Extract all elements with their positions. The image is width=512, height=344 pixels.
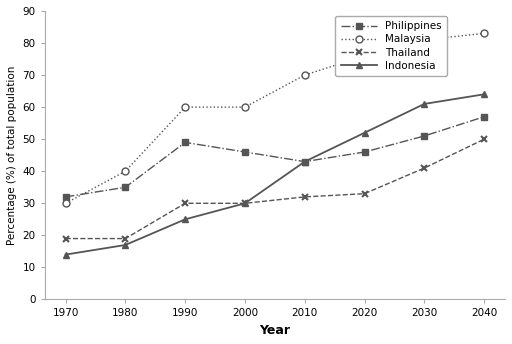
Philippines — [361, 150, 368, 154]
Malaysia — [421, 38, 428, 42]
Line: Indonesia: Indonesia — [62, 91, 487, 258]
Malaysia — [182, 105, 188, 109]
Thailand — [242, 201, 248, 205]
Malaysia — [302, 73, 308, 77]
Philippines — [421, 134, 428, 138]
Indonesia — [62, 252, 69, 257]
Indonesia — [242, 201, 248, 205]
Philippines — [481, 115, 487, 119]
Malaysia — [361, 54, 368, 58]
Philippines — [122, 185, 129, 189]
Indonesia — [421, 102, 428, 106]
Thailand — [182, 201, 188, 205]
Thailand — [302, 195, 308, 199]
Malaysia — [62, 201, 69, 205]
Line: Thailand: Thailand — [62, 136, 487, 242]
Indonesia — [481, 92, 487, 96]
Thailand — [122, 236, 129, 240]
Indonesia — [122, 243, 129, 247]
Indonesia — [182, 217, 188, 222]
Philippines — [62, 195, 69, 199]
Philippines — [302, 160, 308, 164]
Y-axis label: Percentage (%) of total population: Percentage (%) of total population — [7, 65, 17, 245]
Malaysia — [481, 31, 487, 35]
Indonesia — [361, 131, 368, 135]
Thailand — [421, 166, 428, 170]
Malaysia — [242, 105, 248, 109]
Indonesia — [302, 160, 308, 164]
Philippines — [182, 140, 188, 144]
Line: Malaysia: Malaysia — [62, 30, 487, 207]
Legend: Philippines, Malaysia, Thailand, Indonesia: Philippines, Malaysia, Thailand, Indones… — [335, 16, 447, 76]
Thailand — [481, 137, 487, 141]
Philippines — [242, 150, 248, 154]
X-axis label: Year: Year — [260, 324, 290, 337]
Thailand — [62, 236, 69, 240]
Line: Philippines: Philippines — [62, 114, 487, 200]
Thailand — [361, 192, 368, 196]
Malaysia — [122, 169, 129, 173]
